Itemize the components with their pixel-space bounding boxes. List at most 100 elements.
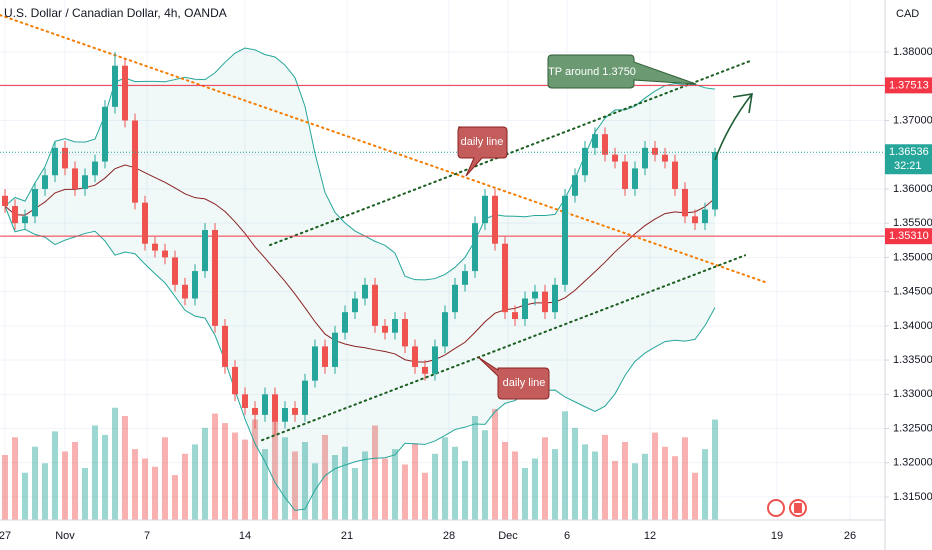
- candle-body: [332, 332, 338, 367]
- volume-bar: [12, 437, 18, 520]
- candle-body: [52, 147, 58, 176]
- x-tick-label: 26: [844, 530, 856, 542]
- callout: TP around 1.3750: [547, 54, 697, 89]
- volume-bar: [382, 458, 388, 520]
- candle-body: [442, 312, 448, 347]
- callout-text: TP around 1.3750: [548, 66, 636, 78]
- candle-body: [692, 216, 698, 224]
- x-tick-label: Nov: [55, 530, 75, 542]
- candle-body: [162, 250, 168, 258]
- candle-body: [232, 366, 238, 395]
- y-tick-label: 1.33500: [893, 354, 932, 366]
- volume-bar: [302, 442, 308, 520]
- candle-body: [182, 284, 188, 299]
- volume-bar: [492, 408, 498, 520]
- x-tick-label: 14: [239, 530, 251, 542]
- candle-body: [402, 319, 408, 347]
- volume-bar: [472, 416, 478, 520]
- level-label-bg: [885, 228, 932, 245]
- volume-bar: [332, 455, 338, 520]
- candle-body: [632, 168, 638, 189]
- volume-bar: [82, 468, 88, 520]
- candle-body: [482, 195, 488, 224]
- arrow: [714, 93, 753, 161]
- volume-bar: [712, 419, 718, 520]
- candle-body: [22, 216, 28, 224]
- candle-body: [572, 175, 578, 196]
- volume-bar: [482, 430, 488, 520]
- x-tick-label: Dec: [498, 530, 518, 542]
- volume-bar: [312, 463, 318, 520]
- volume-bar: [122, 416, 128, 520]
- volume-bar: [612, 460, 618, 520]
- countdown: 32:21: [894, 160, 922, 172]
- volume-bar: [112, 407, 118, 520]
- candle-body: [132, 120, 138, 203]
- band-lower: [4, 205, 716, 511]
- volume-bar: [662, 446, 668, 520]
- volume-bar: [322, 434, 328, 520]
- volume-bar: [272, 411, 278, 520]
- volume-bar: [592, 451, 598, 520]
- candle-body: [392, 319, 398, 333]
- candle-body: [222, 325, 228, 367]
- volume-bar: [632, 463, 638, 520]
- candle-body: [62, 147, 68, 169]
- candle-body: [522, 298, 528, 320]
- volume-bar: [342, 446, 348, 520]
- level-label-bg: [885, 77, 932, 94]
- candle-body: [582, 147, 588, 176]
- volume-bar: [422, 472, 428, 520]
- volume-bar: [92, 425, 98, 520]
- volume-bar: [2, 455, 8, 520]
- candle-body: [82, 175, 88, 189]
- x-tick-label: 12: [644, 530, 656, 542]
- candle-body: [172, 257, 178, 285]
- volume-bar: [542, 437, 548, 520]
- volume-bar: [22, 472, 28, 520]
- candle-body: [192, 271, 198, 299]
- volume-bar: [702, 449, 708, 520]
- candle-body: [502, 243, 508, 313]
- candle-body: [272, 394, 278, 422]
- y-tick-label: 1.34500: [893, 286, 932, 298]
- band-basis: [4, 164, 716, 363]
- last-price-bg: [885, 144, 932, 175]
- candle-body: [352, 298, 358, 313]
- candle-body: [342, 312, 348, 333]
- candle-body: [662, 154, 668, 162]
- y-tick-label: 1.32000: [893, 457, 932, 469]
- volume-bar: [72, 442, 78, 520]
- volume-bar: [352, 468, 358, 520]
- level-label: 1.35310: [889, 230, 929, 242]
- x-tick-label: 19: [771, 530, 783, 542]
- candle-body: [552, 284, 558, 313]
- volume-bar: [692, 472, 698, 520]
- volume-bar: [672, 456, 678, 520]
- flag-icon: [767, 499, 785, 517]
- y-tick-label: 1.33000: [893, 388, 932, 400]
- x-tick-label: 27: [0, 530, 11, 542]
- volume-bar: [192, 444, 198, 520]
- volume-bar: [682, 437, 688, 520]
- candle-body: [142, 202, 148, 244]
- candle-body: [152, 243, 158, 251]
- candle-body: [372, 284, 378, 326]
- y-tick-label: 1.34000: [893, 320, 932, 332]
- candle-body: [562, 195, 568, 285]
- candle-body: [302, 380, 308, 415]
- y-tick-label: 1.32500: [893, 422, 932, 434]
- y-tick-label: 1.35500: [893, 217, 932, 229]
- volume-bar: [452, 446, 458, 520]
- volume-bar: [372, 425, 378, 520]
- volume-bar: [172, 475, 178, 520]
- volume-bar: [42, 463, 48, 520]
- volume-bar: [362, 451, 368, 520]
- y-tick-label: 1.37000: [893, 114, 932, 126]
- x-tick-label: 21: [341, 530, 353, 542]
- candle-body: [702, 209, 708, 224]
- y-tick-label: 1.38000: [893, 46, 932, 58]
- volume-bar: [262, 449, 268, 520]
- x-tick-label: 28: [443, 530, 455, 542]
